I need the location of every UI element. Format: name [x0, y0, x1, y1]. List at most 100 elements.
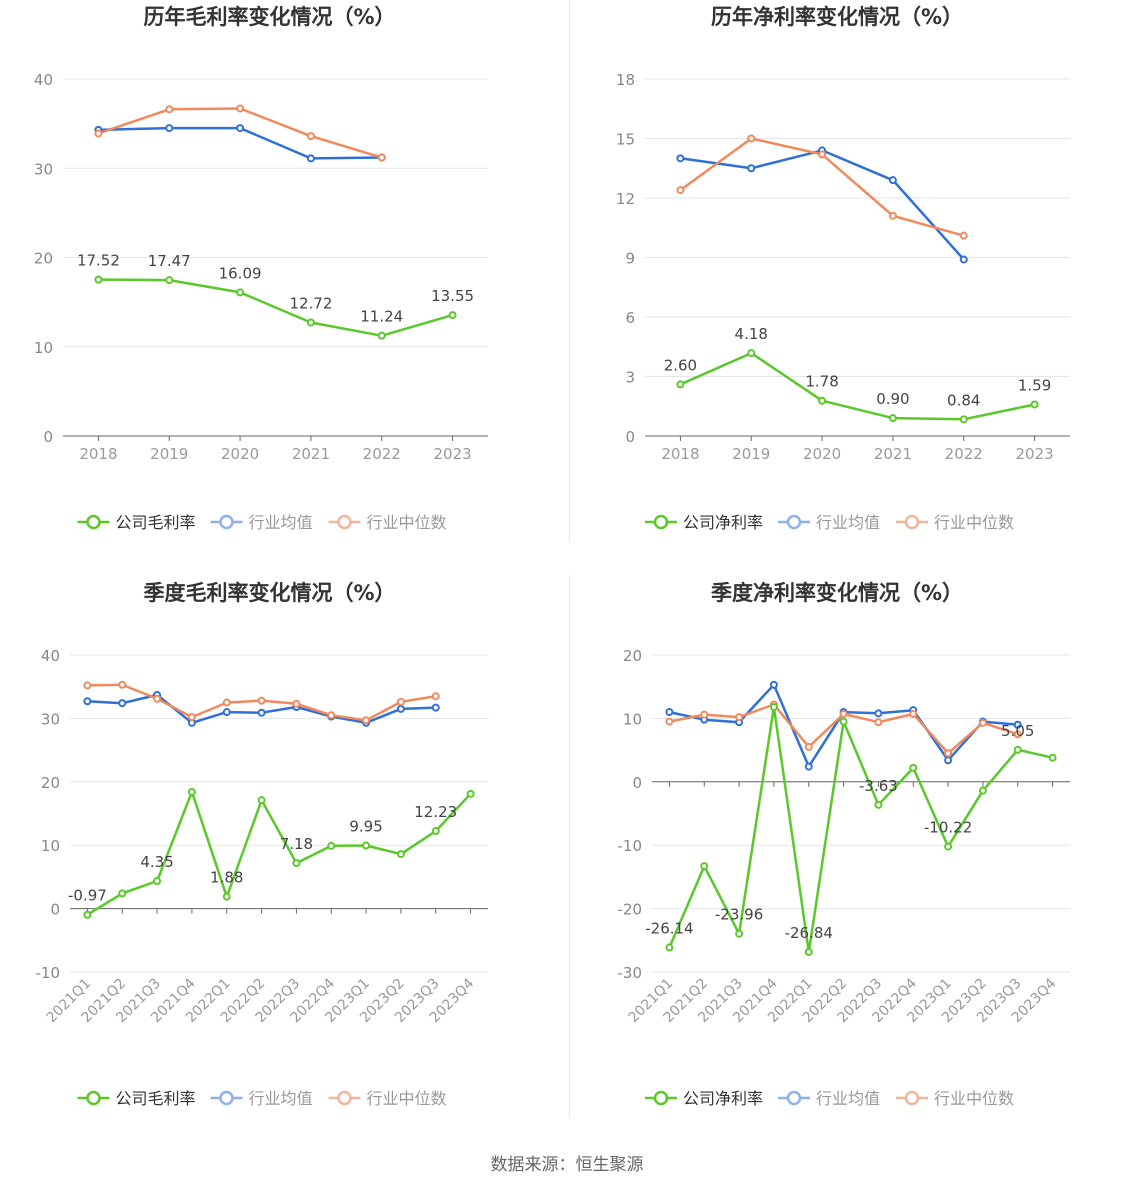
data-point-avg — [747, 164, 756, 173]
data-point-avg — [83, 697, 92, 706]
data-point-company — [222, 892, 231, 901]
x-tick-label: 2023 — [433, 445, 471, 463]
data-point-company — [874, 800, 883, 809]
legend-marker — [904, 1090, 920, 1106]
data-point-company — [747, 349, 756, 358]
y-tick-label: 40 — [34, 71, 53, 89]
legend-item-median: 行业中位数 — [896, 1089, 1014, 1108]
data-point-avg — [874, 709, 883, 718]
data-point-avg — [431, 703, 440, 712]
data-point-median — [874, 718, 883, 727]
data-label: 7.18 — [280, 835, 313, 853]
x-tick-label: 2020 — [221, 445, 259, 463]
series-line-company — [668, 705, 1053, 954]
data-point-median — [292, 699, 301, 708]
data-point-company — [377, 331, 386, 340]
data-point-avg — [769, 680, 778, 689]
data-point-company — [978, 786, 987, 795]
data-label: 1.59 — [1018, 376, 1051, 394]
x-tick-label: 2021 — [292, 445, 330, 463]
legend-label: 行业中位数 — [367, 1089, 447, 1108]
data-point-median — [306, 132, 315, 141]
data-label: 13.55 — [431, 287, 474, 305]
data-point-avg — [804, 762, 813, 771]
data-point-company — [1048, 753, 1057, 762]
chart-svg: 季度净利率变化情况（%）-30-20-10010202021Q12021Q220… — [618, 581, 1070, 1108]
divider — [569, 0, 570, 542]
x-tick-label: 2022 — [363, 445, 401, 463]
data-point-avg — [944, 756, 953, 765]
legend-item-median: 行业中位数 — [896, 513, 1014, 532]
data-point-median — [909, 709, 918, 718]
data-point-company — [769, 702, 778, 711]
legend-marker — [337, 1090, 352, 1106]
data-point-median — [959, 231, 968, 240]
data-label: -10.22 — [924, 819, 972, 837]
data-point-avg — [1013, 720, 1022, 729]
series-line-avg — [680, 149, 965, 261]
legend-label: 行业中位数 — [934, 1089, 1014, 1108]
data-point-median — [804, 742, 813, 751]
legend-item-avg: 行业均值 — [778, 513, 880, 532]
data-label: 12.23 — [414, 803, 457, 821]
data-point-median — [153, 694, 162, 703]
data-point-avg — [165, 124, 174, 133]
y-tick-label: 15 — [616, 131, 635, 149]
chart-svg: 季度毛利率变化情况（%）-100102030402021Q12021Q22021… — [36, 581, 488, 1108]
y-tick-label: -20 — [618, 901, 643, 919]
data-point-company — [1030, 400, 1039, 409]
y-tick-label: 10 — [34, 339, 53, 357]
data-point-avg — [888, 176, 897, 185]
data-label: 12.72 — [289, 294, 332, 312]
data-point-median — [747, 134, 756, 143]
data-point-company — [236, 288, 245, 297]
data-label: -23.96 — [715, 906, 763, 924]
data-label: 4.35 — [140, 853, 173, 871]
data-point-company — [909, 763, 918, 772]
y-tick-label: 9 — [625, 250, 635, 268]
data-label: 0.90 — [876, 390, 909, 408]
data-point-company — [665, 943, 674, 952]
y-tick-label: 12 — [616, 190, 635, 208]
data-label: 16.09 — [219, 264, 262, 282]
data-point-avg — [118, 699, 127, 708]
data-point-median — [257, 696, 266, 705]
data-point-company — [118, 889, 127, 898]
legend-marker — [86, 1090, 101, 1106]
data-point-company — [959, 415, 968, 424]
data-point-median — [839, 709, 848, 718]
data-point-company — [292, 859, 301, 868]
data-point-median — [665, 717, 674, 726]
chart-panel-annual-net-margin: 历年净利率变化情况（%） 0 3 6 9 12 15 18 2018 2019 2020 2021 20… — [570, 0, 1134, 555]
data-point-company — [676, 380, 685, 389]
data-point-company — [257, 796, 266, 805]
data-point-company — [700, 862, 709, 871]
legend-label: 行业均值 — [816, 513, 880, 532]
data-point-company — [165, 276, 174, 285]
data-label: 17.47 — [148, 252, 191, 270]
data-point-median — [944, 749, 953, 758]
x-tick-label: 2020 — [803, 445, 841, 463]
legend-marker — [904, 514, 920, 530]
y-tick-label: 30 — [41, 710, 60, 728]
legend-marker — [86, 514, 101, 530]
data-point-company — [888, 414, 897, 423]
x-tick-label: 2019 — [150, 445, 188, 463]
data-point-company — [187, 787, 196, 796]
data-point-median — [676, 186, 685, 195]
legend-label: 行业均值 — [249, 1089, 313, 1108]
y-tick-label: 18 — [616, 71, 635, 89]
y-tick-label: -10 — [36, 964, 61, 982]
legend-item-avg: 行业均值 — [210, 513, 313, 532]
data-label: 0.84 — [947, 391, 980, 409]
legend-item-median: 行业中位数 — [328, 1089, 447, 1108]
y-tick-label: 20 — [34, 250, 53, 268]
y-tick-label: 20 — [623, 647, 642, 665]
data-point-company — [1013, 745, 1022, 754]
legend-item-company: 公司毛利率 — [77, 513, 196, 532]
legend-label: 公司毛利率 — [116, 1089, 196, 1108]
data-point-company — [306, 318, 315, 327]
series-line-company — [98, 278, 453, 337]
legend-label: 行业中位数 — [934, 513, 1014, 532]
data-point-company — [818, 396, 827, 405]
